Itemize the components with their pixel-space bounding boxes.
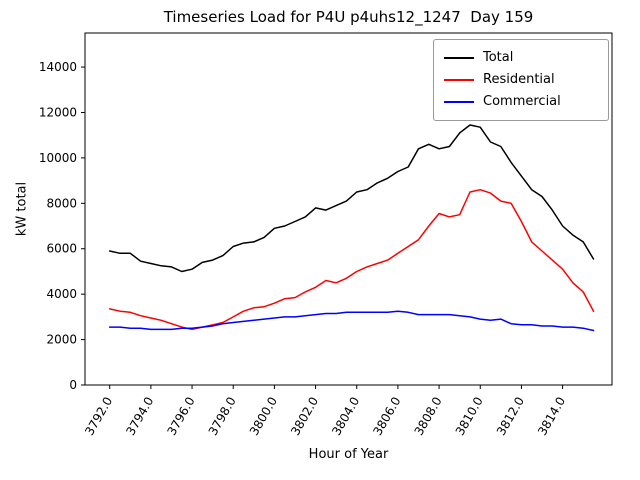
x-tick-label: 3796.0 [165, 395, 198, 438]
x-tick-label: 3806.0 [370, 395, 403, 438]
x-axis-label: Hour of Year [308, 447, 389, 462]
y-tick-label: 6000 [46, 242, 77, 256]
x-tick-label: 3804.0 [329, 395, 362, 438]
chart-title: Timeseries Load for P4U p4uhs12_1247 Day… [163, 8, 534, 26]
y-tick-label: 14000 [39, 60, 77, 74]
legend-item-total: Total [444, 47, 598, 69]
x-tick-label: 3792.0 [82, 395, 115, 438]
legend-item-residential: Residential [444, 69, 598, 91]
legend-line-residential [444, 79, 474, 81]
series-line-commercial [108, 310, 595, 332]
legend-line-commercial [444, 101, 474, 103]
axes-frame [84, 32, 613, 386]
y-tick-label: 0 [69, 378, 77, 392]
x-tick-label: 3794.0 [123, 395, 156, 438]
legend-item-commercial: Commercial [444, 91, 598, 113]
series-layer [84, 32, 613, 386]
y-tick-label: 10000 [39, 151, 77, 165]
x-tick-label: 3800.0 [247, 395, 280, 438]
x-tick-label: 3802.0 [288, 395, 321, 438]
legend: Total Residential Commercial [433, 39, 609, 121]
y-tick-label: 2000 [46, 333, 77, 347]
series-line-total [108, 124, 595, 273]
y-tick-label: 12000 [39, 105, 77, 119]
y-tick-label: 4000 [46, 287, 77, 301]
legend-line-total [444, 57, 474, 59]
x-tick-label: 3814.0 [535, 395, 568, 438]
legend-label-commercial: Commercial [483, 94, 561, 109]
y-axis-label: kW total [14, 181, 30, 237]
legend-label-residential: Residential [483, 72, 555, 87]
x-tick-label: 3808.0 [412, 395, 445, 438]
x-tick-label: 3798.0 [206, 395, 239, 438]
series-line-residential [108, 188, 595, 331]
x-tick-label: 3812.0 [494, 395, 527, 438]
legend-label-total: Total [483, 50, 514, 65]
y-tick-label: 8000 [46, 196, 77, 210]
x-tick-label: 3810.0 [453, 395, 486, 438]
